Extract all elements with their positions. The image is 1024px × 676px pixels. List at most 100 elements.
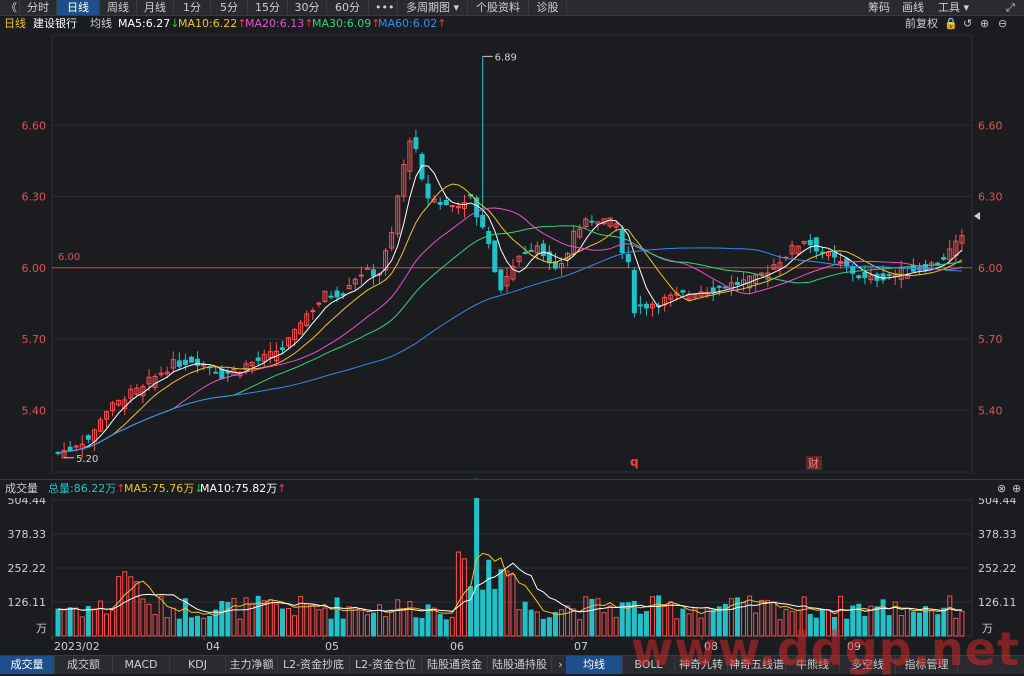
ma-line (57, 165, 963, 454)
zoom-in-icon[interactable]: ⊕ (980, 17, 990, 30)
period-tab[interactable]: 1分 (174, 0, 211, 15)
candle-body (292, 329, 298, 340)
candle-body (273, 350, 279, 362)
period-tab[interactable]: 60分 (327, 0, 369, 15)
ma-legend-item: MA5:6.27↓ (118, 15, 179, 33)
close-panel-icon[interactable]: ⊗ (997, 482, 1007, 495)
volume-ma-line (57, 552, 962, 617)
undo-icon[interactable]: ↺ (963, 17, 973, 30)
period-tab[interactable]: 分时 (20, 0, 57, 15)
volume-bar (880, 599, 886, 637)
volume-bar (255, 595, 261, 637)
volume-bar (389, 611, 395, 637)
candle-body (170, 359, 176, 369)
volume-bar (61, 609, 67, 637)
volume-bar (146, 603, 152, 637)
indicator-tab[interactable]: 成交量 (0, 656, 55, 674)
candle-body (407, 140, 413, 172)
volume-bar (916, 612, 922, 637)
x-axis-label: 2023/02 (54, 640, 100, 653)
price-tick-left: 6.30 (22, 191, 47, 204)
period-tab[interactable]: 日线 (57, 0, 100, 15)
overlay-tab[interactable]: 神奇五线谱 (728, 656, 786, 674)
candle-body (110, 402, 116, 412)
volume-bar (783, 608, 789, 637)
volume-bar (340, 618, 346, 637)
indicator-tab[interactable]: KDJ (170, 656, 226, 674)
lock-icon[interactable]: 🔒 (944, 17, 958, 30)
current-price-pointer-icon (974, 212, 980, 220)
candle-body (747, 275, 753, 289)
overlay-tab[interactable]: BOLL (623, 656, 675, 674)
indicator-tab[interactable]: L2-资金抄底 (278, 656, 350, 674)
volume-bar (534, 611, 540, 637)
period-tab[interactable]: 30分 (288, 0, 327, 15)
indicator-tab[interactable]: L2-资金仓位 (350, 656, 422, 674)
period-tab[interactable]: 诊股 (529, 0, 567, 15)
overlay-tab[interactable]: 多空线 (840, 656, 896, 674)
candle-body (777, 262, 783, 270)
fuquan-toggle[interactable]: 前复权 (905, 17, 938, 30)
volume-bar (182, 598, 188, 637)
candle-body (104, 411, 110, 420)
indicator-tabbar: 成交量 成交额 MACD KDJ 主力净额 L2-资金抄底 L2-资金仓位 陆股通资金 陆股通持… (0, 655, 1024, 674)
volume-bar (407, 601, 413, 637)
toolbar-right-item[interactable]: 筹码 (868, 1, 890, 14)
period-tab[interactable]: 月线 (137, 0, 174, 15)
add-panel-icon[interactable]: ⊕ (1012, 482, 1022, 495)
period-tab[interactable]: 周线 (100, 0, 137, 15)
volume-bar (923, 606, 929, 637)
indicator-tab[interactable]: 陆股通资金 (422, 656, 488, 674)
candle-body (316, 302, 322, 305)
indicator-tab[interactable]: 成交额 (55, 656, 113, 674)
overlay-tab[interactable]: 均线 (566, 656, 623, 674)
watermark-text: www.ddgp.net (630, 622, 1020, 676)
candle-body (243, 363, 249, 370)
period-tab[interactable]: ••• (369, 0, 398, 15)
candle-body (759, 272, 765, 276)
candle-body (346, 285, 352, 290)
period-tab[interactable]: 个股资料 (468, 0, 529, 15)
expand-icon[interactable]: ⤢ (1006, 1, 1015, 14)
candle-body (279, 347, 285, 351)
volume-bar (486, 559, 492, 637)
period-tab[interactable]: 多周期图 ▾ (398, 0, 468, 15)
indicator-tab[interactable]: 主力净额 (226, 656, 278, 674)
toolbar-right-item[interactable]: 工具 ▾ (938, 1, 970, 14)
period-label: 日线 (4, 17, 26, 30)
period-tab[interactable]: 5分 (211, 0, 248, 15)
candle-body (668, 294, 674, 300)
candle-body (692, 294, 698, 298)
candle-body (219, 368, 225, 379)
volume-bar (832, 616, 838, 637)
ma-trend-arrow: ↓ (170, 17, 180, 30)
volume-bar (437, 614, 443, 637)
candle-body (698, 291, 704, 297)
candle-body (492, 240, 498, 273)
volume-bar (449, 616, 455, 637)
candle-body (559, 262, 565, 269)
indicator-tab[interactable]: MACD (113, 656, 170, 674)
toolbar-right-item[interactable]: 画线 (902, 1, 924, 14)
period-toolbar: 《分时 日线 周线 月线 1分 5分 15分 30分 60分 ••• 多周期图 ▾ 个股资料 诊股 筹码画… (0, 0, 1024, 16)
volume-legend-item: 总量:86.22万↑ (48, 480, 125, 498)
x-axis-label: 04 (206, 640, 220, 653)
period-tab[interactable]: 15分 (248, 0, 288, 15)
volume-bar (431, 607, 437, 637)
volume-tick-left: 126.11 (8, 596, 47, 609)
zoom-out-icon[interactable]: ⊖ (998, 17, 1008, 30)
volume-bar (698, 617, 704, 637)
overlay-tab[interactable]: 指标管理 (896, 656, 958, 674)
volume-bar (279, 608, 285, 637)
price-tick-right: 6.30 (978, 191, 1003, 204)
volume-tick-left: 252.22 (8, 562, 47, 575)
overlay-tab[interactable]: 神奇九转 (675, 656, 728, 674)
ma-value: MA20:6.13 (245, 17, 305, 30)
back-icon[interactable]: 《 (0, 0, 20, 15)
volume-bar (686, 613, 692, 637)
volume-bar (480, 589, 486, 637)
indicator-tab[interactable]: 陆股通持股 (488, 656, 552, 674)
overlay-tab[interactable]: 牛熊线 (786, 656, 840, 674)
ma-trend-arrow: ↑ (304, 17, 314, 30)
